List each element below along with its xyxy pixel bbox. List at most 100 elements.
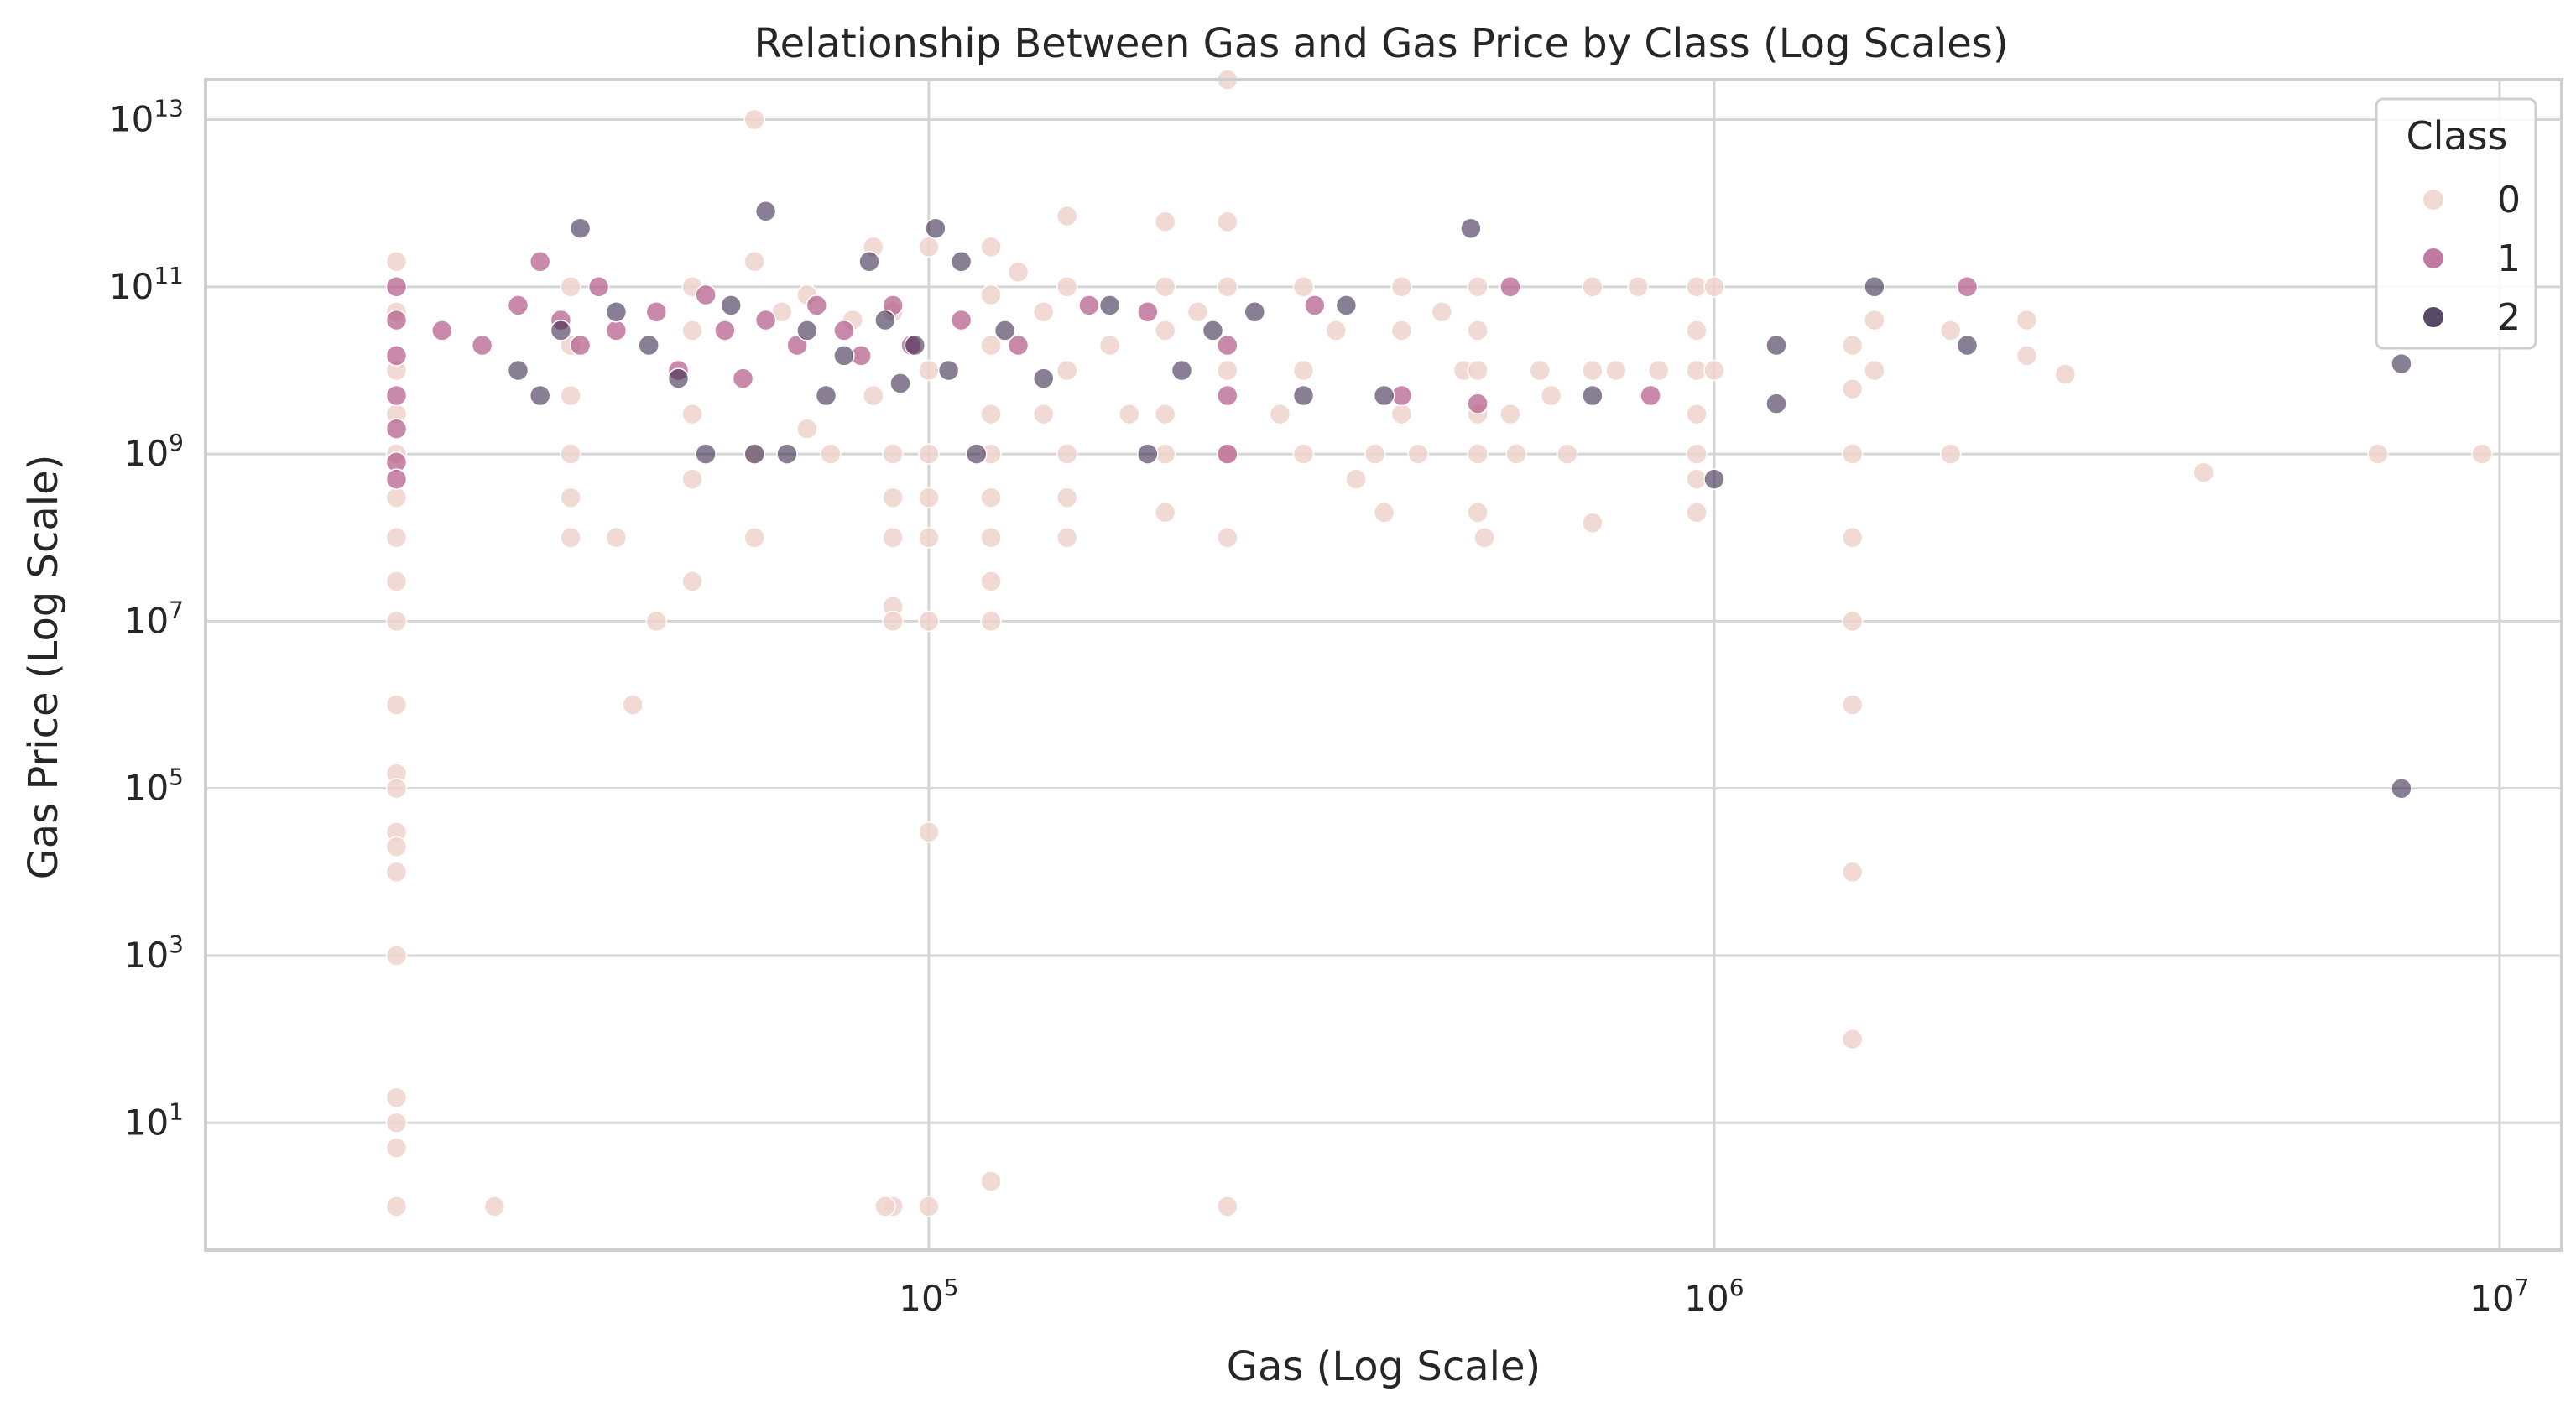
data-point-class-0 bbox=[1007, 261, 1030, 284]
x-tick-label: 107 bbox=[2469, 1274, 2529, 1319]
data-point-class-0 bbox=[1056, 205, 1078, 227]
data-point-class-0 bbox=[385, 251, 408, 273]
data-point-class-2 bbox=[815, 384, 837, 407]
data-point-class-0 bbox=[1345, 468, 1367, 490]
data-point-class-0 bbox=[1098, 334, 1121, 357]
data-point-class-0 bbox=[385, 527, 408, 549]
data-point-class-1 bbox=[1007, 334, 1030, 357]
data-point-class-0 bbox=[2367, 443, 2389, 465]
data-point-class-0 bbox=[483, 1196, 506, 1217]
legend-label-1: 1 bbox=[2497, 237, 2521, 280]
data-point-class-0 bbox=[622, 694, 644, 716]
data-point-class-0 bbox=[980, 236, 1002, 258]
data-point-class-0 bbox=[2054, 363, 2077, 385]
legend-marker-1 bbox=[2423, 248, 2443, 268]
data-point-class-0 bbox=[1154, 403, 1176, 425]
data-point-class-0 bbox=[882, 487, 904, 508]
data-point-class-2 bbox=[695, 443, 717, 465]
data-point-class-2 bbox=[2391, 777, 2412, 800]
data-point-class-0 bbox=[1292, 276, 1315, 298]
data-point-class-0 bbox=[882, 527, 904, 549]
data-point-class-0 bbox=[1325, 320, 1347, 341]
data-point-class-0 bbox=[645, 610, 668, 633]
data-point-class-0 bbox=[820, 443, 842, 465]
data-point-class-0 bbox=[1217, 276, 1238, 298]
data-point-class-0 bbox=[980, 284, 1002, 306]
x-tick-exponent: 5 bbox=[944, 1274, 959, 1301]
data-point-class-1 bbox=[1217, 334, 1238, 357]
data-point-class-2 bbox=[743, 443, 765, 465]
data-point-class-2 bbox=[550, 320, 572, 341]
data-point-class-0 bbox=[1841, 443, 1864, 465]
data-point-class-0 bbox=[918, 236, 940, 258]
legend-items: 0 1 2 bbox=[2423, 179, 2521, 339]
data-point-class-0 bbox=[1499, 403, 1521, 425]
data-point-class-0 bbox=[1217, 359, 1238, 382]
data-point-class-2 bbox=[1864, 276, 1885, 298]
data-point-class-2 bbox=[1765, 393, 1787, 414]
data-point-class-2 bbox=[776, 443, 798, 465]
data-point-class-1 bbox=[385, 384, 408, 407]
data-point-class-2 bbox=[1137, 443, 1159, 465]
data-point-class-1 bbox=[1467, 393, 1489, 414]
data-point-class-1 bbox=[385, 276, 408, 298]
data-point-class-0 bbox=[2471, 443, 2493, 465]
data-point-class-0 bbox=[1841, 334, 1864, 357]
data-point-class-0 bbox=[2015, 345, 2038, 367]
y-axis-label: Gas Price (Log Scale) bbox=[20, 455, 67, 880]
data-point-class-0 bbox=[1032, 403, 1055, 425]
series-class-1 bbox=[385, 251, 1979, 490]
data-point-class-0 bbox=[385, 945, 408, 967]
y-tick-exponent: 7 bbox=[169, 596, 184, 623]
legend-marker-0 bbox=[2423, 190, 2443, 210]
x-tick-label: 105 bbox=[899, 1274, 958, 1319]
data-point-class-2 bbox=[1765, 334, 1787, 357]
y-tick-label: 1011 bbox=[109, 262, 184, 307]
data-point-class-0 bbox=[1032, 301, 1055, 323]
data-point-class-2 bbox=[605, 301, 628, 323]
data-point-class-1 bbox=[1217, 384, 1238, 407]
data-point-class-0 bbox=[863, 384, 884, 407]
y-tick-label: 107 bbox=[124, 596, 184, 641]
y-tick-label: 109 bbox=[124, 429, 184, 474]
data-point-class-0 bbox=[1505, 443, 1527, 465]
y-tick-base: 10 bbox=[109, 99, 154, 140]
y-tick-exponent: 11 bbox=[154, 262, 184, 289]
data-point-class-2 bbox=[1244, 301, 1266, 323]
data-point-class-0 bbox=[1648, 359, 1670, 382]
data-point-class-2 bbox=[1171, 359, 1193, 382]
data-point-class-0 bbox=[1686, 320, 1708, 341]
data-point-class-0 bbox=[980, 487, 1002, 508]
data-point-class-0 bbox=[1627, 276, 1649, 298]
chart-title: Relationship Between Gas and Gas Price b… bbox=[754, 20, 2008, 67]
data-point-class-2 bbox=[754, 201, 777, 222]
data-point-class-0 bbox=[1605, 359, 1627, 382]
data-point-class-0 bbox=[1056, 276, 1078, 298]
y-tick-base: 10 bbox=[124, 935, 169, 976]
data-point-class-0 bbox=[918, 1196, 940, 1217]
x-tick-exponent: 6 bbox=[1729, 1274, 1744, 1301]
data-point-class-0 bbox=[980, 527, 1002, 549]
data-point-class-0 bbox=[874, 1196, 896, 1217]
data-point-class-0 bbox=[1056, 527, 1078, 549]
x-tick-exponent: 7 bbox=[2515, 1274, 2530, 1301]
data-point-class-0 bbox=[918, 610, 940, 633]
data-point-class-0 bbox=[1467, 276, 1489, 298]
data-point-class-0 bbox=[1467, 320, 1489, 341]
data-point-class-2 bbox=[1460, 217, 1482, 239]
data-point-class-0 bbox=[1407, 443, 1429, 465]
data-point-class-0 bbox=[1703, 359, 1725, 382]
grid bbox=[206, 80, 2562, 1250]
data-point-class-0 bbox=[1467, 502, 1489, 524]
data-point-class-0 bbox=[1467, 443, 1489, 465]
series-class-0 bbox=[385, 69, 2493, 1217]
data-point-class-0 bbox=[1292, 359, 1315, 382]
data-point-class-1 bbox=[1217, 443, 1238, 465]
data-point-class-0 bbox=[385, 487, 408, 508]
data-point-class-0 bbox=[1269, 403, 1291, 425]
data-point-class-2 bbox=[937, 359, 960, 382]
y-tick-base: 10 bbox=[124, 1102, 169, 1143]
data-point-class-0 bbox=[560, 487, 581, 508]
data-point-class-0 bbox=[1529, 359, 1551, 382]
data-point-class-2 bbox=[1373, 384, 1395, 407]
